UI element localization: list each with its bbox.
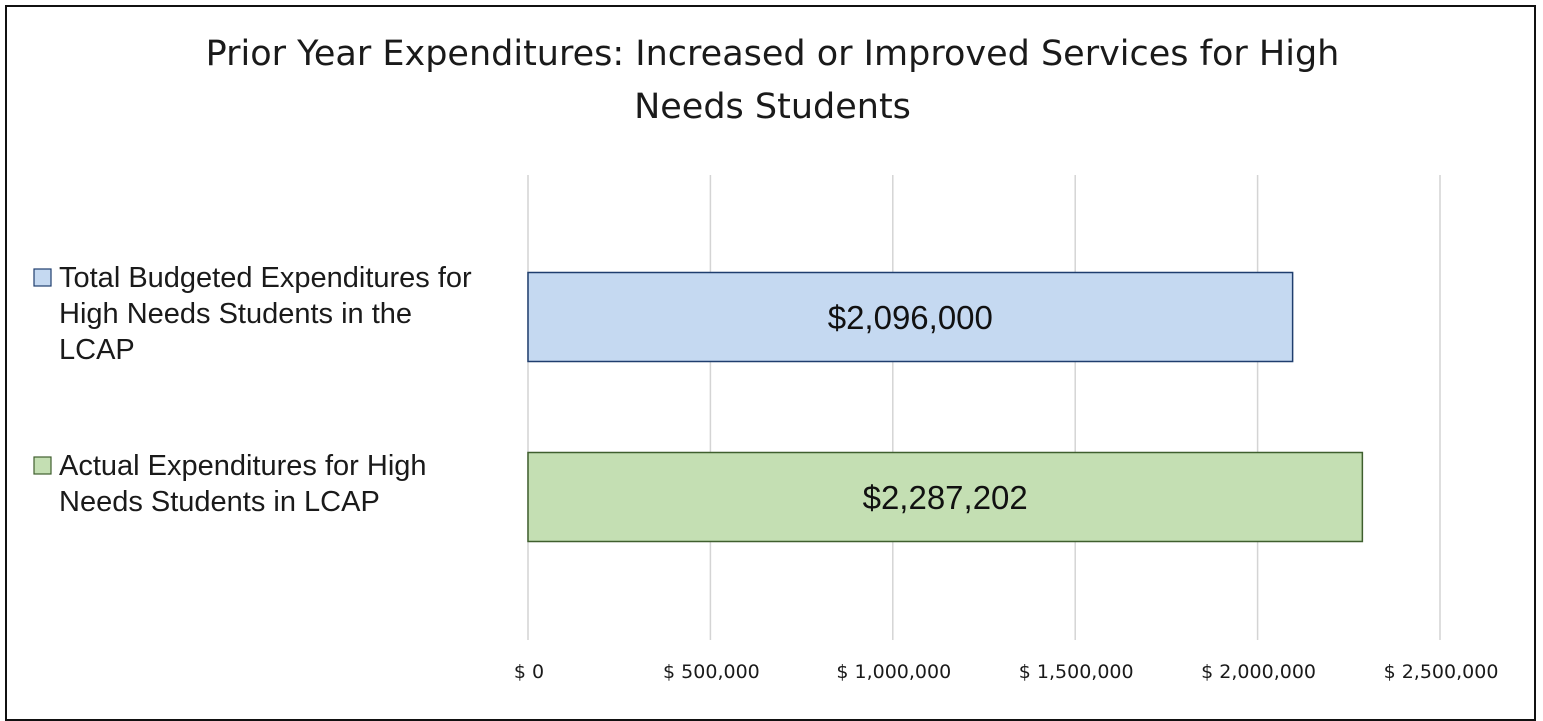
category-swatch <box>33 456 52 475</box>
category-label-line: Total Budgeted Expenditures for <box>59 262 472 294</box>
gridlines <box>527 175 1441 640</box>
x-axis-tick-labels: $ 0 $ 500,000 $ 1,000,000 $ 1,500,000 $ 2,00… <box>514 661 1499 683</box>
x-tick-label: $ 1,000,000 <box>836 661 951 683</box>
category-label-line: Needs Students in LCAP <box>59 486 380 518</box>
bar-data-label: $2,096,000 <box>828 299 993 336</box>
x-tick-label: $ 2,500,000 <box>1384 661 1499 683</box>
bar <box>527 271 1294 363</box>
category-label-line: Actual Expenditures for High <box>59 450 427 482</box>
chart-title: Prior Year Expenditures: Increased or Im… <box>205 34 1340 127</box>
x-tick-label: $ 1,500,000 <box>1019 661 1134 683</box>
category-labels: Total Budgeted Expenditures for High Need… <box>33 262 472 518</box>
bars: $2,096,000 $2,287,202 <box>527 271 1364 543</box>
bar-data-label: $2,287,202 <box>863 479 1028 516</box>
category-label-line: LCAP <box>59 334 135 366</box>
x-tick-label: $ 500,000 <box>663 661 760 683</box>
category-swatch <box>33 268 52 287</box>
x-tick-label: $ 2,000,000 <box>1201 661 1316 683</box>
category-label-line: High Needs Students in the <box>59 298 412 330</box>
chart-frame <box>5 5 1536 721</box>
bar <box>527 451 1364 543</box>
x-tick-label: $ 0 <box>514 661 544 683</box>
